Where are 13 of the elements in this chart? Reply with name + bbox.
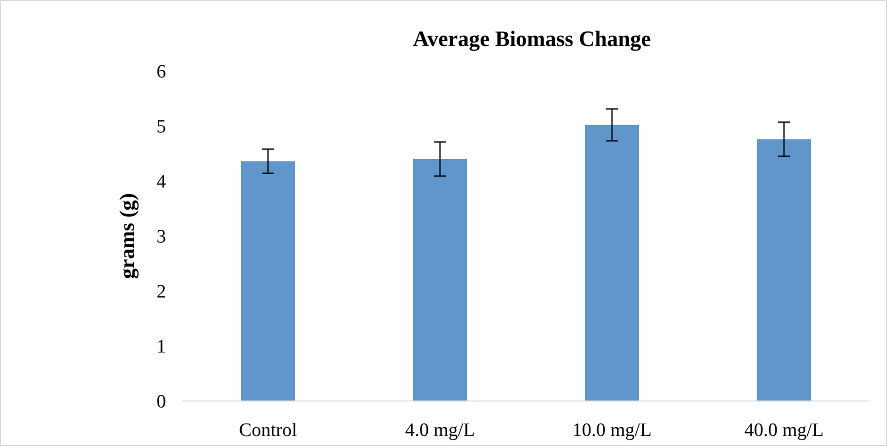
x-tick-label: 4.0 mg/L xyxy=(405,420,475,441)
y-tick-label: 2 xyxy=(156,282,166,303)
chart-title: Average Biomass Change xyxy=(413,26,652,51)
y-tick-label: 0 xyxy=(156,392,166,413)
y-tick-label: 1 xyxy=(156,336,166,358)
x-tick-label: Control xyxy=(238,420,298,441)
y-axis-title: grams (g) xyxy=(115,193,139,279)
y-tick-label: 5 xyxy=(156,116,166,138)
y-tick-label: 4 xyxy=(156,172,166,193)
x-tick-label: 10.0 mg/L xyxy=(572,420,652,441)
y-tick-label: 3 xyxy=(156,226,166,248)
x-tick-label: 40.0 mg/L xyxy=(744,420,824,441)
y-tick-label: 6 xyxy=(156,62,166,83)
